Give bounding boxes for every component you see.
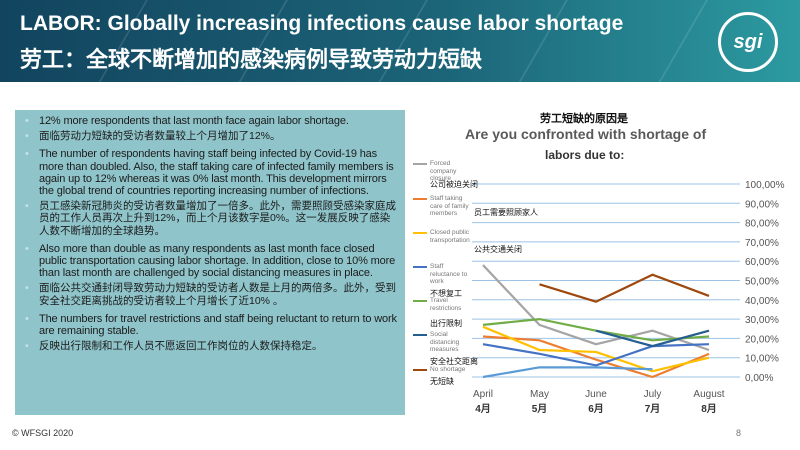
bullet-item: The number of respondents having staff b… [25, 148, 397, 197]
legend-swatch [413, 232, 427, 234]
legend-label-cn: 员工需要照顾家人 [474, 208, 538, 217]
x-tick-label-cn: 4月 [475, 403, 491, 415]
y-tick-label: 40,00% [745, 296, 779, 307]
y-tick-label: 30,00% [745, 315, 779, 326]
legend-label-cn: 出行限制 [430, 319, 462, 328]
chart-title: Are you confronted with shortage of [465, 126, 707, 142]
series-line-travel-restrictions [482, 317, 710, 342]
y-tick-label: 60,00% [745, 257, 779, 268]
legend-swatch [413, 266, 427, 268]
legend-label-cn: 不想复工 [430, 289, 462, 298]
page-number: 8 [736, 428, 742, 438]
legend-label: No shortage [430, 366, 466, 373]
x-tick-label: August [693, 389, 724, 400]
wfsgi-logo: sgi [718, 12, 778, 72]
y-tick-label: 70,00% [745, 238, 779, 249]
y-tick-label: 80,00% [745, 219, 779, 230]
chart-title-cn: 劳工短缺的原因是 [540, 113, 628, 125]
legend-swatch [413, 300, 427, 302]
bullet-item: Also more than double as many respondent… [25, 243, 397, 280]
x-tick-label: April [473, 389, 493, 400]
legend-swatch [413, 198, 427, 200]
labor-shortage-chart: 劳工短缺的原因是 Are you confronted with shortag… [410, 100, 800, 420]
chart-title-line2: labors due to: [545, 148, 625, 162]
x-tick-label-cn: 6月 [588, 403, 604, 415]
x-tick-label-cn: 8月 [701, 403, 717, 415]
page-title: LABOR: Globally increasing infections ca… [20, 12, 624, 35]
series-line-staff-reluctance-to-work [482, 343, 710, 367]
x-tick-label: June [585, 389, 607, 400]
legend-label: Staff taking care of family members [430, 195, 469, 217]
page-title-cn: 劳工：全球不断增加的感染病例导致劳动力短缺 [20, 47, 483, 72]
series-line-unlabeled [482, 366, 653, 379]
series-line-forced-company-closure [482, 264, 710, 352]
y-tick-label: 100,00% [745, 180, 785, 191]
copyright: © WFSGI 2020 [12, 428, 74, 438]
legend-swatch [413, 369, 427, 371]
x-tick-label-cn: 7月 [645, 403, 661, 415]
y-tick-label: 50,00% [745, 277, 779, 288]
legend-label-cn: 无短缺 [430, 377, 454, 386]
legend-swatch [413, 163, 427, 165]
series-line-staff-taking-care-of-family-members [482, 335, 710, 379]
bullet-item: 反映出行限制和工作人员不愿返回工作岗位的人数保持稳定。 [25, 340, 397, 352]
bullet-item: 面临公共交通封闭导致劳动力短缺的受访者人数是上月的两倍多。此外，受到安全社交距离… [25, 282, 397, 306]
y-tick-label: 0,00% [745, 373, 773, 384]
summary-textbox: 12% more respondents that last month fac… [15, 110, 405, 415]
y-tick-label: 20,00% [745, 334, 779, 345]
bullet-item: 12% more respondents that last month fac… [25, 115, 397, 127]
x-tick-label: July [644, 389, 662, 400]
bullet-item: The numbers for travel restrictions and … [25, 313, 397, 337]
legend-label: Forced company closure [430, 160, 457, 182]
y-tick-label: 10,00% [745, 354, 779, 365]
legend-label: Travel restrictions [430, 297, 462, 312]
legend-swatch [413, 334, 427, 336]
y-tick-label: 90,00% [745, 199, 779, 210]
bullet-item: 面临劳动力短缺的受访者数量较上个月增加了12%。 [25, 130, 397, 142]
legend-label: Closed public transportation [430, 229, 470, 244]
x-tick-label-cn: 5月 [532, 403, 548, 415]
legend-label-cn: 公司被迫关闭 [430, 180, 478, 189]
header-banner: LABOR: Globally increasing infections ca… [0, 0, 800, 82]
legend-label-cn: 公共交通关闭 [474, 245, 522, 254]
legend-label: Social distancing measures [430, 331, 460, 353]
series-line-no-shortage [539, 273, 710, 303]
chart-plot: 0,00% 10,00% 20,00% 30,00% 40,00% 50,00% 60,00… [472, 180, 785, 415]
x-tick-label: May [530, 389, 549, 400]
legend-label: Staff reluctance to work [430, 263, 468, 285]
legend-label-cn: 安全社交距离 [430, 357, 478, 366]
series-line-social-distancing-measures [595, 329, 710, 348]
bullet-item: 员工感染新冠肺炎的受访者数量增加了一倍多。此外，需要照顾受感染家庭成员的工作人员… [25, 200, 397, 237]
series-line-closed-public-transportation [482, 325, 710, 373]
